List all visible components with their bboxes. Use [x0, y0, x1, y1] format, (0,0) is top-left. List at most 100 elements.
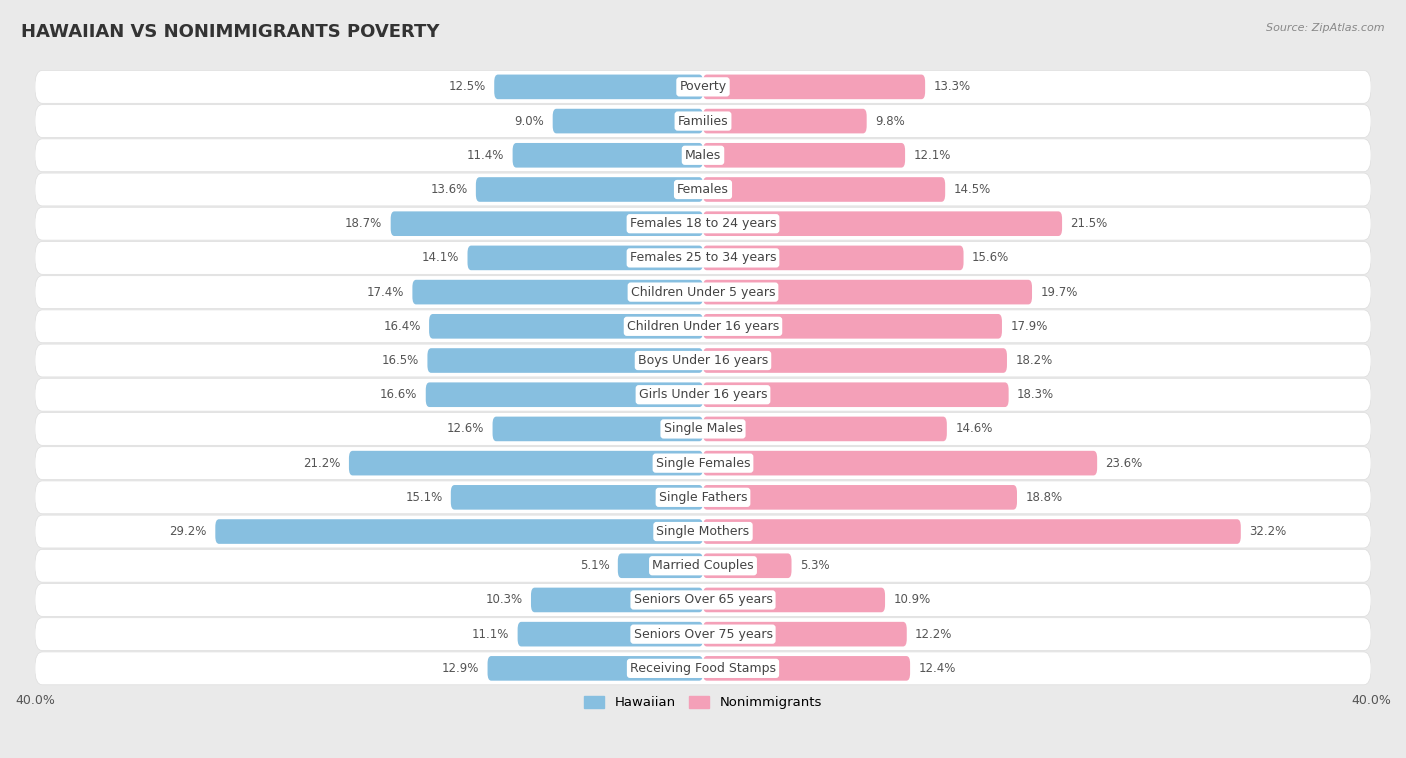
FancyBboxPatch shape — [35, 550, 1371, 582]
FancyBboxPatch shape — [513, 143, 703, 168]
Text: Seniors Over 65 years: Seniors Over 65 years — [634, 594, 772, 606]
FancyBboxPatch shape — [703, 74, 925, 99]
FancyBboxPatch shape — [35, 652, 1371, 684]
FancyBboxPatch shape — [517, 622, 703, 647]
Text: Families: Families — [678, 114, 728, 127]
FancyBboxPatch shape — [426, 382, 703, 407]
FancyBboxPatch shape — [492, 417, 703, 441]
FancyBboxPatch shape — [35, 310, 1371, 343]
Text: Females 18 to 24 years: Females 18 to 24 years — [630, 218, 776, 230]
Text: 18.2%: 18.2% — [1015, 354, 1053, 367]
Text: 14.1%: 14.1% — [422, 252, 460, 265]
Text: 18.8%: 18.8% — [1025, 491, 1063, 504]
FancyBboxPatch shape — [703, 280, 1032, 305]
Text: Males: Males — [685, 149, 721, 161]
Text: 5.1%: 5.1% — [579, 559, 609, 572]
FancyBboxPatch shape — [703, 211, 1062, 236]
FancyBboxPatch shape — [35, 105, 1371, 137]
Text: 15.1%: 15.1% — [405, 491, 443, 504]
Text: 15.6%: 15.6% — [972, 252, 1010, 265]
FancyBboxPatch shape — [703, 143, 905, 168]
Text: 11.4%: 11.4% — [467, 149, 505, 161]
FancyBboxPatch shape — [475, 177, 703, 202]
FancyBboxPatch shape — [35, 173, 1371, 206]
Text: 12.9%: 12.9% — [441, 662, 479, 675]
FancyBboxPatch shape — [391, 211, 703, 236]
Text: 12.2%: 12.2% — [915, 628, 952, 641]
Text: 13.6%: 13.6% — [430, 183, 468, 196]
Text: Single Mothers: Single Mothers — [657, 525, 749, 538]
Text: 16.4%: 16.4% — [384, 320, 420, 333]
Text: Married Couples: Married Couples — [652, 559, 754, 572]
FancyBboxPatch shape — [703, 177, 945, 202]
FancyBboxPatch shape — [35, 481, 1371, 514]
Text: 18.3%: 18.3% — [1017, 388, 1054, 401]
Text: 12.5%: 12.5% — [449, 80, 486, 93]
Text: Boys Under 16 years: Boys Under 16 years — [638, 354, 768, 367]
FancyBboxPatch shape — [35, 412, 1371, 446]
Text: Children Under 5 years: Children Under 5 years — [631, 286, 775, 299]
FancyBboxPatch shape — [35, 276, 1371, 309]
FancyBboxPatch shape — [703, 587, 884, 612]
FancyBboxPatch shape — [35, 618, 1371, 650]
FancyBboxPatch shape — [215, 519, 703, 543]
Legend: Hawaiian, Nonimmigrants: Hawaiian, Nonimmigrants — [579, 691, 827, 715]
Text: Single Fathers: Single Fathers — [659, 491, 747, 504]
Text: Poverty: Poverty — [679, 80, 727, 93]
FancyBboxPatch shape — [35, 584, 1371, 616]
Text: 23.6%: 23.6% — [1105, 456, 1143, 470]
Text: 16.6%: 16.6% — [380, 388, 418, 401]
FancyBboxPatch shape — [703, 348, 1007, 373]
Text: 17.9%: 17.9% — [1011, 320, 1047, 333]
Text: Children Under 16 years: Children Under 16 years — [627, 320, 779, 333]
Text: 16.5%: 16.5% — [382, 354, 419, 367]
Text: 12.4%: 12.4% — [918, 662, 956, 675]
Text: 17.4%: 17.4% — [367, 286, 404, 299]
FancyBboxPatch shape — [35, 242, 1371, 274]
FancyBboxPatch shape — [427, 348, 703, 373]
Text: 21.2%: 21.2% — [304, 456, 340, 470]
FancyBboxPatch shape — [703, 382, 1008, 407]
FancyBboxPatch shape — [35, 70, 1371, 103]
FancyBboxPatch shape — [429, 314, 703, 339]
FancyBboxPatch shape — [703, 485, 1017, 509]
Text: 19.7%: 19.7% — [1040, 286, 1078, 299]
Text: Receiving Food Stamps: Receiving Food Stamps — [630, 662, 776, 675]
Text: 5.3%: 5.3% — [800, 559, 830, 572]
FancyBboxPatch shape — [35, 378, 1371, 411]
FancyBboxPatch shape — [35, 139, 1371, 172]
FancyBboxPatch shape — [703, 656, 910, 681]
FancyBboxPatch shape — [703, 451, 1097, 475]
Text: 12.1%: 12.1% — [914, 149, 950, 161]
Text: 9.8%: 9.8% — [875, 114, 905, 127]
Text: 9.0%: 9.0% — [515, 114, 544, 127]
Text: 10.3%: 10.3% — [485, 594, 523, 606]
Text: HAWAIIAN VS NONIMMIGRANTS POVERTY: HAWAIIAN VS NONIMMIGRANTS POVERTY — [21, 23, 440, 41]
FancyBboxPatch shape — [703, 314, 1002, 339]
Text: Girls Under 16 years: Girls Under 16 years — [638, 388, 768, 401]
Text: 29.2%: 29.2% — [170, 525, 207, 538]
FancyBboxPatch shape — [412, 280, 703, 305]
Text: 10.9%: 10.9% — [893, 594, 931, 606]
FancyBboxPatch shape — [617, 553, 703, 578]
Text: 21.5%: 21.5% — [1070, 218, 1108, 230]
FancyBboxPatch shape — [703, 622, 907, 647]
FancyBboxPatch shape — [553, 108, 703, 133]
FancyBboxPatch shape — [703, 553, 792, 578]
Text: 14.6%: 14.6% — [955, 422, 993, 435]
Text: 14.5%: 14.5% — [953, 183, 991, 196]
Text: Single Males: Single Males — [664, 422, 742, 435]
FancyBboxPatch shape — [35, 344, 1371, 377]
FancyBboxPatch shape — [349, 451, 703, 475]
FancyBboxPatch shape — [703, 108, 866, 133]
Text: Females 25 to 34 years: Females 25 to 34 years — [630, 252, 776, 265]
FancyBboxPatch shape — [35, 207, 1371, 240]
Text: Seniors Over 75 years: Seniors Over 75 years — [634, 628, 772, 641]
FancyBboxPatch shape — [468, 246, 703, 270]
Text: Single Females: Single Females — [655, 456, 751, 470]
FancyBboxPatch shape — [35, 446, 1371, 480]
Text: 11.1%: 11.1% — [472, 628, 509, 641]
Text: 32.2%: 32.2% — [1249, 525, 1286, 538]
FancyBboxPatch shape — [703, 417, 946, 441]
Text: Females: Females — [678, 183, 728, 196]
